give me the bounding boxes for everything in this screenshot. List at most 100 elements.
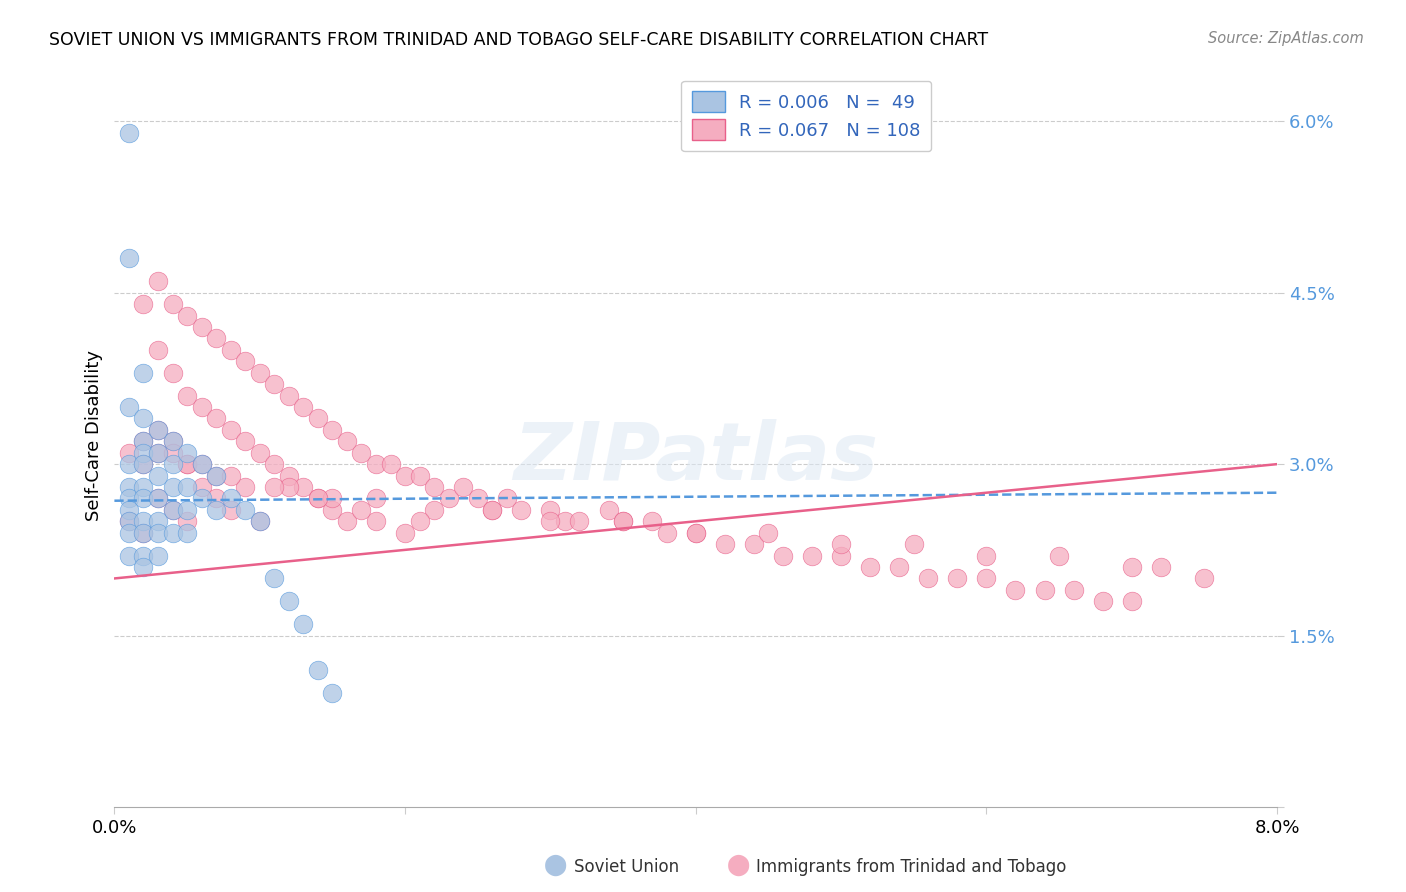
Point (132, 525, 155, 540)
Point (176, 525, 198, 540)
Point (714, 537, 737, 551)
Point (205, 503, 228, 517)
Point (219, 503, 242, 517)
Point (219, 491, 242, 506)
Point (176, 457, 198, 471)
Point (946, 571, 969, 585)
Point (118, 480, 141, 494)
Point (1047, 549, 1070, 563)
Point (554, 514, 576, 528)
Point (598, 503, 620, 517)
Point (132, 525, 155, 540)
Legend: R = 0.006   N =  49, R = 0.067   N = 108: R = 0.006 N = 49, R = 0.067 N = 108 (681, 80, 931, 151)
Point (118, 514, 141, 528)
Point (132, 560, 155, 574)
Text: ⬤: ⬤ (727, 855, 749, 876)
Point (146, 525, 169, 540)
Point (249, 514, 271, 528)
Point (146, 343, 169, 357)
Text: Immigrants from Trinidad and Tobago: Immigrants from Trinidad and Tobago (756, 858, 1067, 876)
Point (176, 457, 198, 471)
Point (146, 549, 169, 563)
Point (190, 457, 212, 471)
Point (233, 480, 256, 494)
Point (292, 480, 315, 494)
Point (146, 514, 169, 528)
Point (568, 514, 591, 528)
Point (205, 491, 228, 506)
Point (176, 514, 198, 528)
Point (263, 377, 285, 392)
Point (321, 491, 343, 506)
Point (132, 549, 155, 563)
Point (205, 331, 228, 345)
Point (132, 480, 155, 494)
Point (118, 525, 141, 540)
Point (146, 446, 169, 460)
Point (1004, 582, 1026, 597)
Text: SOVIET UNION VS IMMIGRANTS FROM TRINIDAD AND TOBAGO SELF-CARE DISABILITY CORRELA: SOVIET UNION VS IMMIGRANTS FROM TRINIDAD… (49, 31, 988, 49)
Point (162, 434, 184, 449)
Point (146, 491, 169, 506)
Point (321, 686, 343, 700)
Point (423, 480, 446, 494)
Point (263, 571, 285, 585)
Point (219, 468, 242, 483)
Point (146, 423, 169, 437)
Point (1063, 582, 1085, 597)
Point (437, 491, 460, 506)
Point (118, 457, 141, 471)
Point (350, 446, 373, 460)
Point (190, 320, 212, 334)
Point (481, 503, 503, 517)
Point (1121, 594, 1143, 608)
Point (408, 468, 430, 483)
Point (118, 514, 141, 528)
Point (249, 446, 271, 460)
Point (336, 434, 359, 449)
Point (1121, 560, 1143, 574)
Point (758, 525, 780, 540)
Point (249, 514, 271, 528)
Point (132, 434, 155, 449)
Point (176, 446, 198, 460)
Point (292, 400, 315, 414)
Point (655, 525, 678, 540)
Text: Source: ZipAtlas.com: Source: ZipAtlas.com (1208, 31, 1364, 46)
Point (336, 514, 359, 528)
Point (538, 503, 561, 517)
Point (859, 560, 882, 574)
Point (364, 457, 387, 471)
Point (830, 549, 852, 563)
Point (132, 457, 155, 471)
Point (176, 503, 198, 517)
Point (205, 411, 228, 425)
Point (132, 434, 155, 449)
Point (321, 503, 343, 517)
Point (641, 514, 664, 528)
Point (190, 491, 212, 506)
Point (146, 423, 169, 437)
Text: ZIPatlas: ZIPatlas (513, 419, 879, 497)
Point (685, 525, 707, 540)
Point (205, 468, 228, 483)
Point (146, 446, 169, 460)
Point (132, 491, 155, 506)
Point (976, 571, 998, 585)
Point (146, 491, 169, 506)
Point (176, 480, 198, 494)
Point (350, 503, 373, 517)
Point (481, 503, 503, 517)
Point (162, 446, 184, 460)
Point (307, 491, 329, 506)
Point (1150, 560, 1173, 574)
Point (772, 549, 794, 563)
Point (118, 503, 141, 517)
Point (321, 423, 343, 437)
Point (538, 514, 561, 528)
Point (495, 491, 517, 506)
Point (118, 446, 141, 460)
Point (612, 514, 634, 528)
Point (233, 503, 256, 517)
Point (132, 366, 155, 380)
